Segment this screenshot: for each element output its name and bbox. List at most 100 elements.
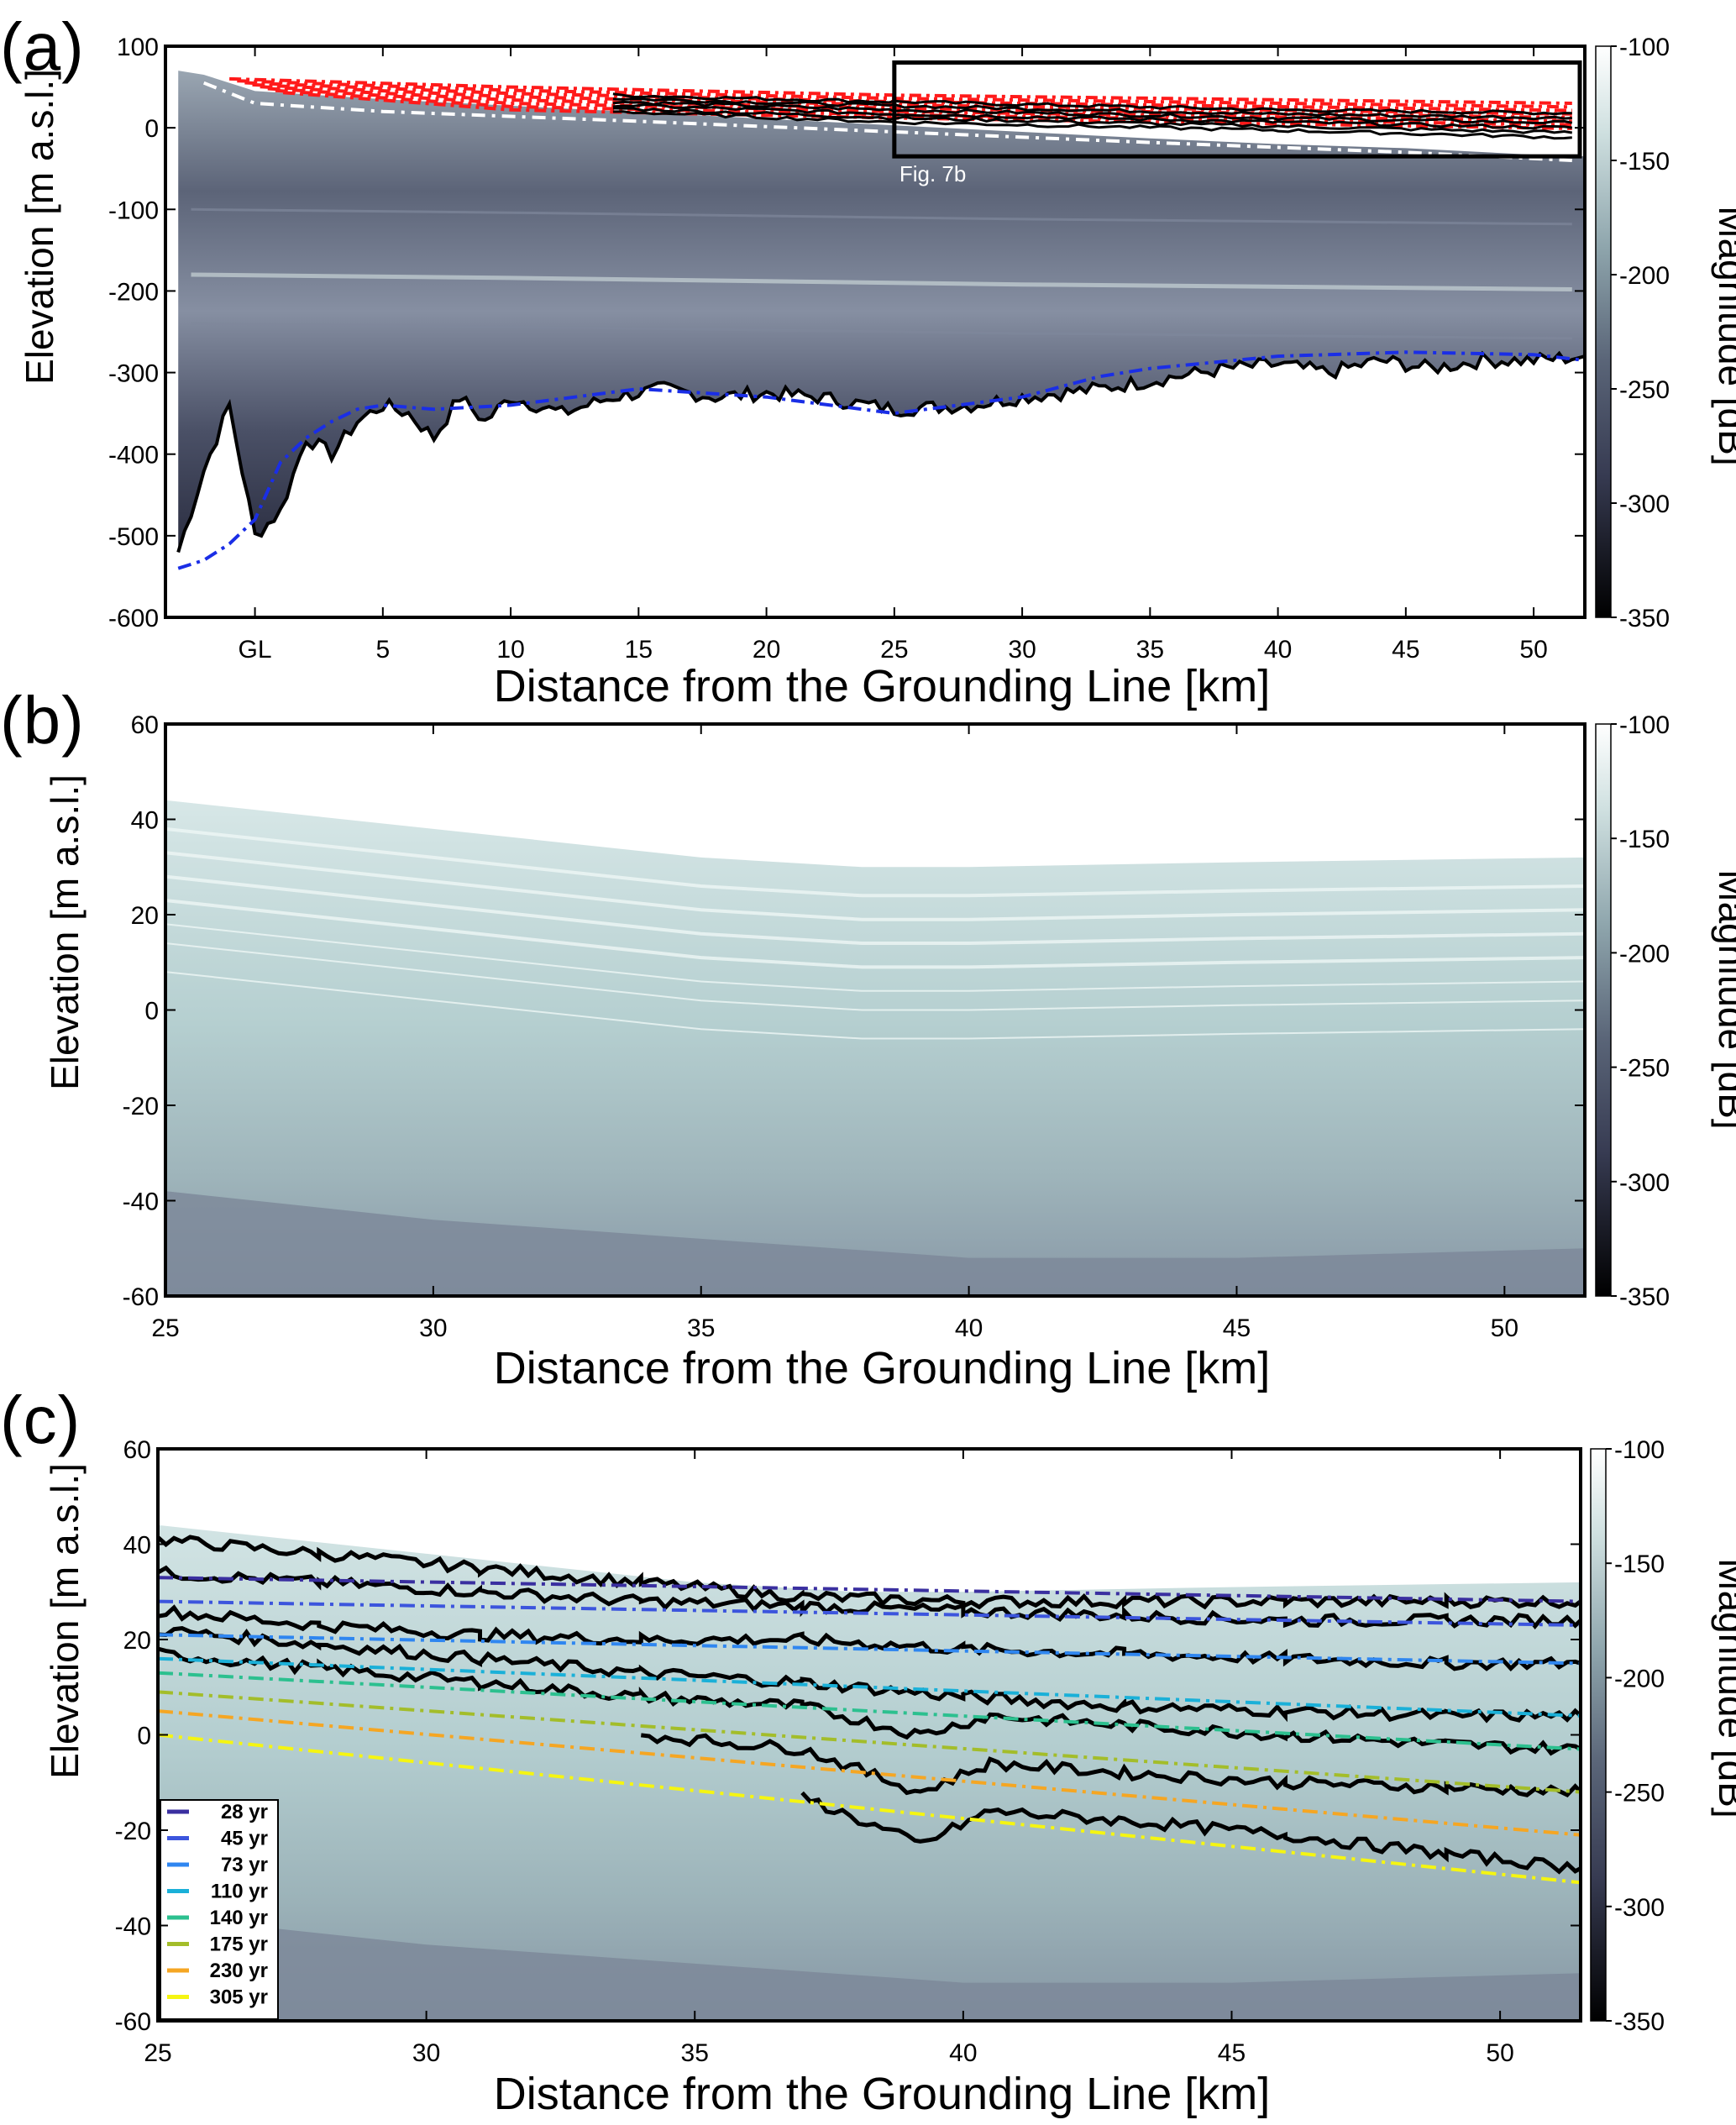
- y-tick-label: 60: [131, 711, 159, 739]
- y-tick-label: -20: [123, 1093, 159, 1120]
- panel-c-xlabel: Distance from the Grounding Line [km]: [493, 2069, 1271, 2119]
- x-tick-label: 45: [1218, 2039, 1246, 2067]
- y-tick-label: 40: [131, 807, 159, 835]
- y-tick-label: -600: [108, 605, 159, 632]
- x-tick-label: 5: [375, 636, 390, 664]
- y-tick-label: 100: [117, 34, 159, 61]
- colorbar-tick-label: -200: [1619, 940, 1670, 968]
- isochrone-line: [157, 1709, 1581, 1837]
- x-tick-label: 10: [496, 636, 524, 664]
- y-tick-label: -20: [115, 1818, 151, 1845]
- colorbar: [1590, 1448, 1607, 2022]
- radargram-ice: [178, 71, 1585, 553]
- red-picked-layer: [252, 82, 1572, 116]
- y-tick-label: -40: [123, 1188, 159, 1216]
- internal-band: [191, 207, 1572, 226]
- panel-b-letter: (b): [0, 683, 85, 758]
- y-tick-label: -60: [123, 1283, 159, 1311]
- isochrone-line: [157, 1633, 1581, 1666]
- y-tick-label: 20: [131, 902, 159, 930]
- y-tick-label: 0: [144, 998, 159, 1026]
- plot-frame: [164, 722, 1587, 1298]
- internal-layer: [165, 851, 1586, 921]
- y-tick-label: -200: [108, 278, 159, 306]
- black-traced-layer: [612, 92, 1572, 116]
- y-tick-label: 40: [123, 1532, 151, 1560]
- radargram-ice: [165, 800, 1585, 1296]
- internal-band: [191, 322, 1572, 340]
- black-traced-layer: [612, 97, 1572, 121]
- traced-layer: [800, 1791, 1582, 1875]
- colorbar-tick-label: -100: [1614, 1436, 1665, 1464]
- internal-layer: [165, 971, 1586, 1040]
- traced-layer: [156, 1565, 1582, 1630]
- colorbar-tick-label: -350: [1619, 605, 1670, 632]
- traced-layer: [157, 1626, 1582, 1724]
- x-tick-label: 30: [419, 1314, 447, 1342]
- y-tick-label: 0: [137, 1723, 151, 1750]
- colorbar-tick-label: -300: [1619, 491, 1670, 518]
- panel-c-letter: (c): [0, 1383, 81, 1457]
- x-tick-label: 45: [1392, 636, 1419, 664]
- y-tick-label: -400: [108, 442, 159, 470]
- internal-layer: [165, 826, 1586, 898]
- legend-label: 45 yr: [221, 1828, 268, 1850]
- x-tick-label: 50: [1519, 636, 1547, 664]
- y-tick-label: -500: [108, 523, 159, 551]
- traced-layer: [157, 1646, 1582, 1756]
- internal-layer: [165, 899, 1586, 969]
- basal-noise-zone: [165, 1191, 1585, 1296]
- x-tick-label: 35: [687, 1314, 715, 1342]
- colorbar-tick-label: -200: [1619, 262, 1670, 290]
- isochrone-line: [157, 1733, 1581, 1885]
- red-picked-layer: [237, 79, 1572, 109]
- plot-frame: [156, 1447, 1582, 2023]
- colorbar-tick-label: -150: [1614, 1550, 1665, 1578]
- y-tick-label: 0: [144, 115, 159, 143]
- colorbar-tick-label: -200: [1614, 1665, 1665, 1692]
- x-tick-label: 50: [1486, 2039, 1513, 2067]
- panel-a-chart: Fig. 7b GL 5 10 15 20 25 30 35 40 45 50 100 0 -100 -200…: [108, 34, 1670, 664]
- legend-label: 305 yr: [210, 1986, 268, 2009]
- fig-7b-label: Fig. 7b: [899, 161, 967, 186]
- legend-label: 175 yr: [210, 1933, 268, 1956]
- x-tick-label: 25: [880, 636, 908, 664]
- legend-label: 230 yr: [210, 1960, 268, 1982]
- legend-label: 28 yr: [221, 1801, 268, 1823]
- x-tick-label: 50: [1491, 1314, 1518, 1342]
- colorbar: [1595, 45, 1612, 618]
- y-tick-label: 60: [123, 1436, 151, 1464]
- x-tick-label: 25: [151, 1314, 179, 1342]
- internal-layer: [165, 923, 1586, 992]
- colorbar: [1595, 723, 1612, 1297]
- colorbar-tick-label: -300: [1614, 1894, 1665, 1922]
- x-tick-label: 15: [625, 636, 653, 664]
- colorbar-tick-label: -150: [1619, 148, 1670, 176]
- panel-c-chart: 28 yr 45 yr 73 yr 110 yr 140 yr 175 yr 230 yr 3…: [115, 1436, 1665, 2067]
- colorbar-tick-label: -350: [1619, 1283, 1670, 1311]
- red-picked-layer: [229, 76, 1572, 105]
- x-tick-label: GL: [239, 636, 272, 664]
- x-tick-label: 20: [753, 636, 780, 664]
- black-traced-layer: [612, 110, 1572, 140]
- black-traced-layer: [612, 103, 1573, 130]
- isochrone-line: [157, 1671, 1581, 1751]
- colorbar-tick-label: -250: [1619, 376, 1670, 404]
- traced-layer: [156, 1535, 1582, 1610]
- isochrone-line: [157, 1576, 1581, 1603]
- x-tick-label: 40: [955, 1314, 983, 1342]
- panel-a-xlabel: Distance from the Grounding Line [km]: [493, 661, 1271, 711]
- panel-b-xlabel: Distance from the Grounding Line [km]: [493, 1343, 1271, 1393]
- black-traced-layer: [612, 107, 1573, 134]
- colorbar-tick-label: -250: [1614, 1780, 1665, 1808]
- x-tick-label: 45: [1223, 1314, 1251, 1342]
- legend-label: 110 yr: [211, 1881, 268, 1903]
- x-tick-label: 35: [1136, 636, 1164, 664]
- colorbar-tick-label: -300: [1619, 1169, 1670, 1197]
- isochrone-line: [157, 1656, 1581, 1718]
- colorbar-tick-label: -250: [1619, 1055, 1670, 1083]
- x-tick-label: 40: [949, 2039, 977, 2067]
- y-tick-label: -100: [108, 197, 159, 224]
- panel-b-chart: 25 30 35 40 45 50 60 40 20 0 -20 -40 -60 -100 -150 -200…: [123, 711, 1670, 1342]
- isochrone-line: [157, 1690, 1581, 1794]
